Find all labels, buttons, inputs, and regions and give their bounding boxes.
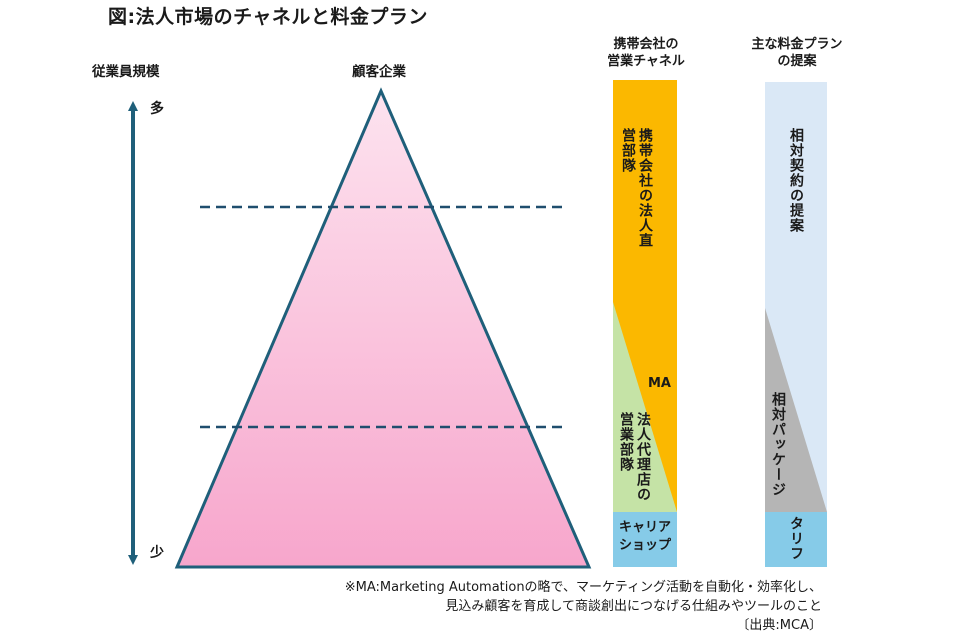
- channel-carrier-shop-label: キャリア ショップ: [618, 520, 671, 553]
- pyramid-label: 顧客企業: [352, 64, 406, 80]
- axis-label: 従業員規模: [92, 64, 160, 80]
- plan-tariff-label: タリフ: [788, 516, 804, 561]
- footnote-source: 〔出典:MCA〕: [736, 618, 822, 633]
- customer-pyramid: [174, 87, 592, 569]
- plan-column: [765, 82, 827, 567]
- plan-tariff-area: [765, 512, 827, 567]
- footnote-line-2: 見込み顧客を育成して商談創出につなげる仕組みやツールのこと: [445, 599, 822, 614]
- channel-agency-label: 法人代理店の営業部隊: [618, 412, 651, 502]
- plan-header: 主な料金プラン の提案: [751, 37, 843, 69]
- channel-ma-label: MA: [648, 376, 671, 391]
- channel-column: [613, 80, 677, 567]
- footnote-line-1: ※MA:Marketing Automationの略で、マーケティング活動を自動…: [344, 580, 822, 595]
- channel-carrier-shop-area: [613, 512, 677, 567]
- channel-agency-area: [613, 302, 677, 512]
- plan-relative-label: 相対契約の提案: [788, 128, 804, 233]
- channel-header: 携帯会社の 営業チャネル: [607, 37, 685, 69]
- plan-package-area: [765, 308, 827, 512]
- plan-package-label: 相対パッケージ: [770, 392, 786, 497]
- axis-top-label: 多: [150, 101, 164, 117]
- axis-bottom-label: 少: [150, 545, 164, 561]
- channel-direct-label: 携帯会社の法人直営部隊: [620, 128, 653, 248]
- page-title: 図:法人市場のチャネルと料金プラン: [108, 6, 428, 28]
